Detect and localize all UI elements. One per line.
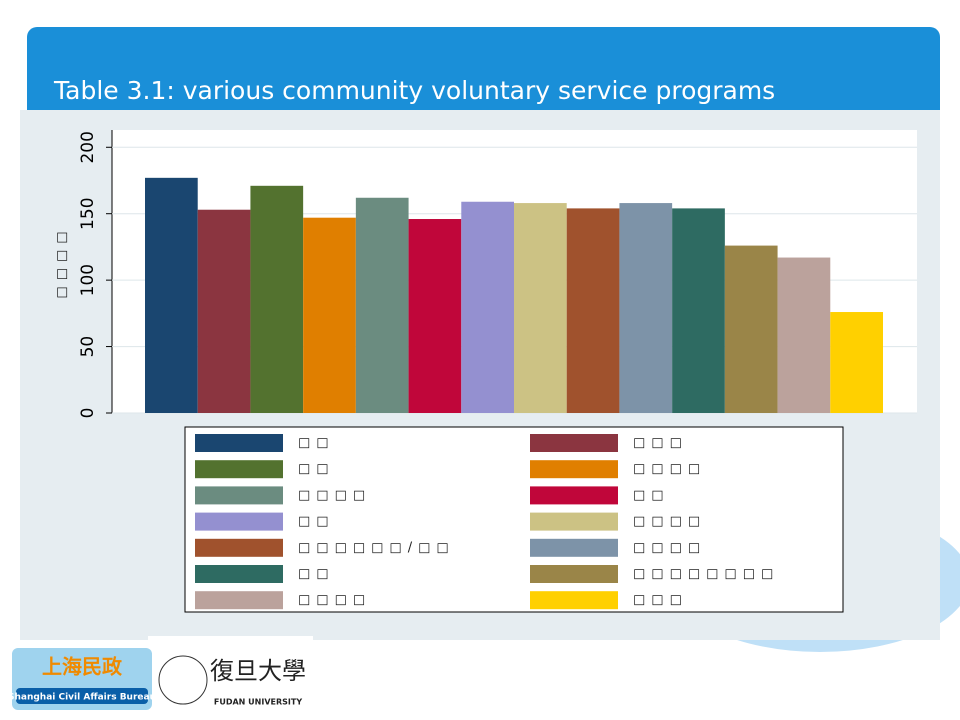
legend-swatch: [195, 512, 283, 531]
bar: [724, 245, 778, 413]
fudan-logo-en: FUDAN UNIVERSITY: [214, 698, 302, 707]
chart-title: Table 3.1: various community voluntary s…: [53, 76, 775, 105]
bar: [514, 203, 567, 413]
fudan-seal: [158, 655, 208, 705]
legend-label: □□: [633, 488, 670, 503]
legend-swatch: [195, 486, 283, 505]
legend-swatch: [195, 565, 283, 583]
legend-swatch: [195, 434, 283, 452]
bar: [830, 312, 883, 413]
legend-swatch: [530, 460, 618, 479]
bar: [461, 201, 514, 413]
bar: [145, 177, 198, 413]
civil-logo-strip: [16, 688, 148, 704]
legend-label: □□□□: [298, 593, 371, 608]
legend-label: □□: [298, 514, 335, 529]
y-tick-label: 150: [78, 197, 98, 229]
legend-label: □□: [298, 462, 335, 477]
legend-label: □□□: [633, 593, 688, 608]
legend-swatch: [195, 460, 283, 479]
fudan-logo: 復旦大學: [210, 657, 306, 685]
legend-label: □□□□: [633, 540, 706, 555]
y-tick-label: 200: [78, 131, 98, 163]
bar: [619, 203, 673, 413]
legend-swatch: [530, 512, 618, 531]
y-axis-label: □□□□: [55, 225, 70, 298]
legend-label: □□□□: [633, 462, 706, 477]
legend-label: □□□□: [298, 488, 371, 503]
legend-label: □□□□□□□□: [633, 567, 779, 582]
bar: [777, 257, 831, 413]
legend-swatch: [530, 565, 618, 583]
bar: [355, 197, 409, 413]
bar: [408, 219, 462, 413]
bar: [197, 209, 251, 413]
legend-swatch: [530, 591, 618, 610]
legend-label: □□: [298, 567, 335, 582]
civil-logo-en: Shanghai Civil Affairs Bureau: [8, 693, 156, 703]
logo-bg: [148, 636, 313, 720]
legend-label: □□□□: [633, 514, 706, 529]
civil-logo: 上海民政: [42, 655, 123, 679]
y-tick-label: 0: [78, 408, 98, 419]
legend-label: □□□: [633, 436, 688, 451]
legend-label: □□□□□□/□□: [298, 540, 455, 555]
y-tick-label: 100: [78, 264, 98, 296]
legend-swatch: [195, 591, 283, 610]
legend-swatch: [530, 434, 618, 452]
bar: [566, 208, 620, 413]
legend-swatch: [530, 538, 618, 557]
y-tick-label: 50: [78, 336, 98, 358]
legend-swatch: [530, 486, 618, 505]
legend-swatch: [195, 538, 283, 557]
legend-label: □□: [298, 436, 335, 451]
bar: [250, 185, 304, 413]
legend: [184, 426, 844, 613]
bar: [303, 217, 356, 413]
bar: [672, 208, 725, 413]
